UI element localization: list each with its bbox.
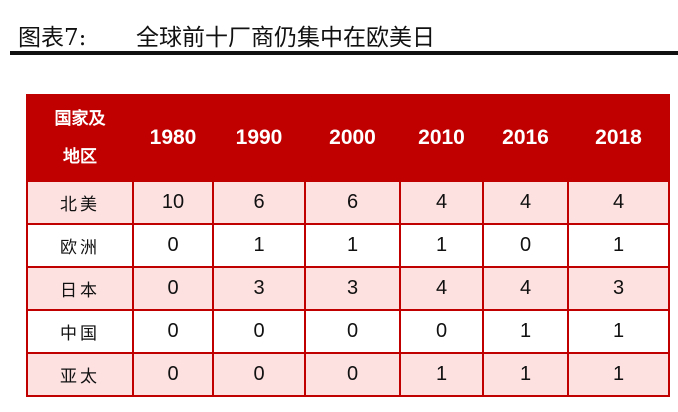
header-year: 2010 bbox=[399, 94, 484, 182]
value-cell: 6 bbox=[212, 180, 306, 225]
value-cell: 6 bbox=[304, 180, 401, 225]
figure-caption: 全球前十厂商仍集中在欧美日 bbox=[136, 25, 435, 51]
value-cell: 3 bbox=[567, 266, 670, 311]
value-cell: 4 bbox=[482, 266, 569, 311]
value-cell: 1 bbox=[567, 309, 670, 354]
value-cell: 10 bbox=[132, 180, 214, 225]
table-row: 中国 0 0 0 0 1 1 bbox=[26, 309, 670, 354]
figure-title: 图表7: 全球前十厂商仍集中在欧美日 bbox=[18, 18, 435, 52]
value-cell: 4 bbox=[399, 180, 484, 225]
figure-label: 图表7: bbox=[18, 25, 87, 51]
value-cell: 0 bbox=[399, 309, 484, 354]
value-cell: 3 bbox=[212, 266, 306, 311]
data-table: 国家及 地区 1980 1990 2000 2010 2016 2018 北美 10… bbox=[26, 94, 670, 397]
value-cell: 0 bbox=[132, 266, 214, 311]
value-cell: 4 bbox=[567, 180, 670, 225]
value-cell: 1 bbox=[399, 352, 484, 397]
value-cell: 3 bbox=[304, 266, 401, 311]
region-cell: 中国 bbox=[26, 309, 134, 354]
value-cell: 0 bbox=[132, 309, 214, 354]
header-region-line2: 地区 bbox=[63, 147, 97, 167]
value-cell: 0 bbox=[304, 309, 401, 354]
value-cell: 1 bbox=[567, 223, 670, 268]
value-cell: 1 bbox=[482, 309, 569, 354]
value-cell: 4 bbox=[482, 180, 569, 225]
value-cell: 4 bbox=[399, 266, 484, 311]
value-cell: 1 bbox=[212, 223, 306, 268]
table-row: 日本 0 3 3 4 4 3 bbox=[26, 266, 670, 311]
region-cell: 北美 bbox=[26, 180, 134, 225]
title-divider bbox=[10, 51, 678, 55]
value-cell: 0 bbox=[132, 223, 214, 268]
header-year: 2018 bbox=[567, 94, 670, 182]
value-cell: 1 bbox=[399, 223, 484, 268]
header-year: 1990 bbox=[212, 94, 306, 182]
region-cell: 亚太 bbox=[26, 352, 134, 397]
table-row: 欧洲 0 1 1 1 0 1 bbox=[26, 223, 670, 268]
header-region-line1: 国家及 bbox=[54, 109, 106, 129]
value-cell: 1 bbox=[304, 223, 401, 268]
value-cell: 1 bbox=[567, 352, 670, 397]
header-year: 1980 bbox=[132, 94, 214, 182]
value-cell: 0 bbox=[132, 352, 214, 397]
header-year: 2000 bbox=[304, 94, 401, 182]
region-cell: 日本 bbox=[26, 266, 134, 311]
value-cell: 0 bbox=[212, 352, 306, 397]
value-cell: 0 bbox=[482, 223, 569, 268]
table-row: 北美 10 6 6 4 4 4 bbox=[26, 180, 670, 225]
header-year: 2016 bbox=[482, 94, 569, 182]
value-cell: 1 bbox=[482, 352, 569, 397]
value-cell: 0 bbox=[304, 352, 401, 397]
table-row: 亚太 0 0 0 1 1 1 bbox=[26, 352, 670, 397]
region-cell: 欧洲 bbox=[26, 223, 134, 268]
header-region: 国家及 地区 bbox=[26, 94, 134, 182]
header-row: 国家及地区 1980 1990 2000 2010 2016 2018 bbox=[26, 94, 670, 182]
value-cell: 0 bbox=[212, 309, 306, 354]
